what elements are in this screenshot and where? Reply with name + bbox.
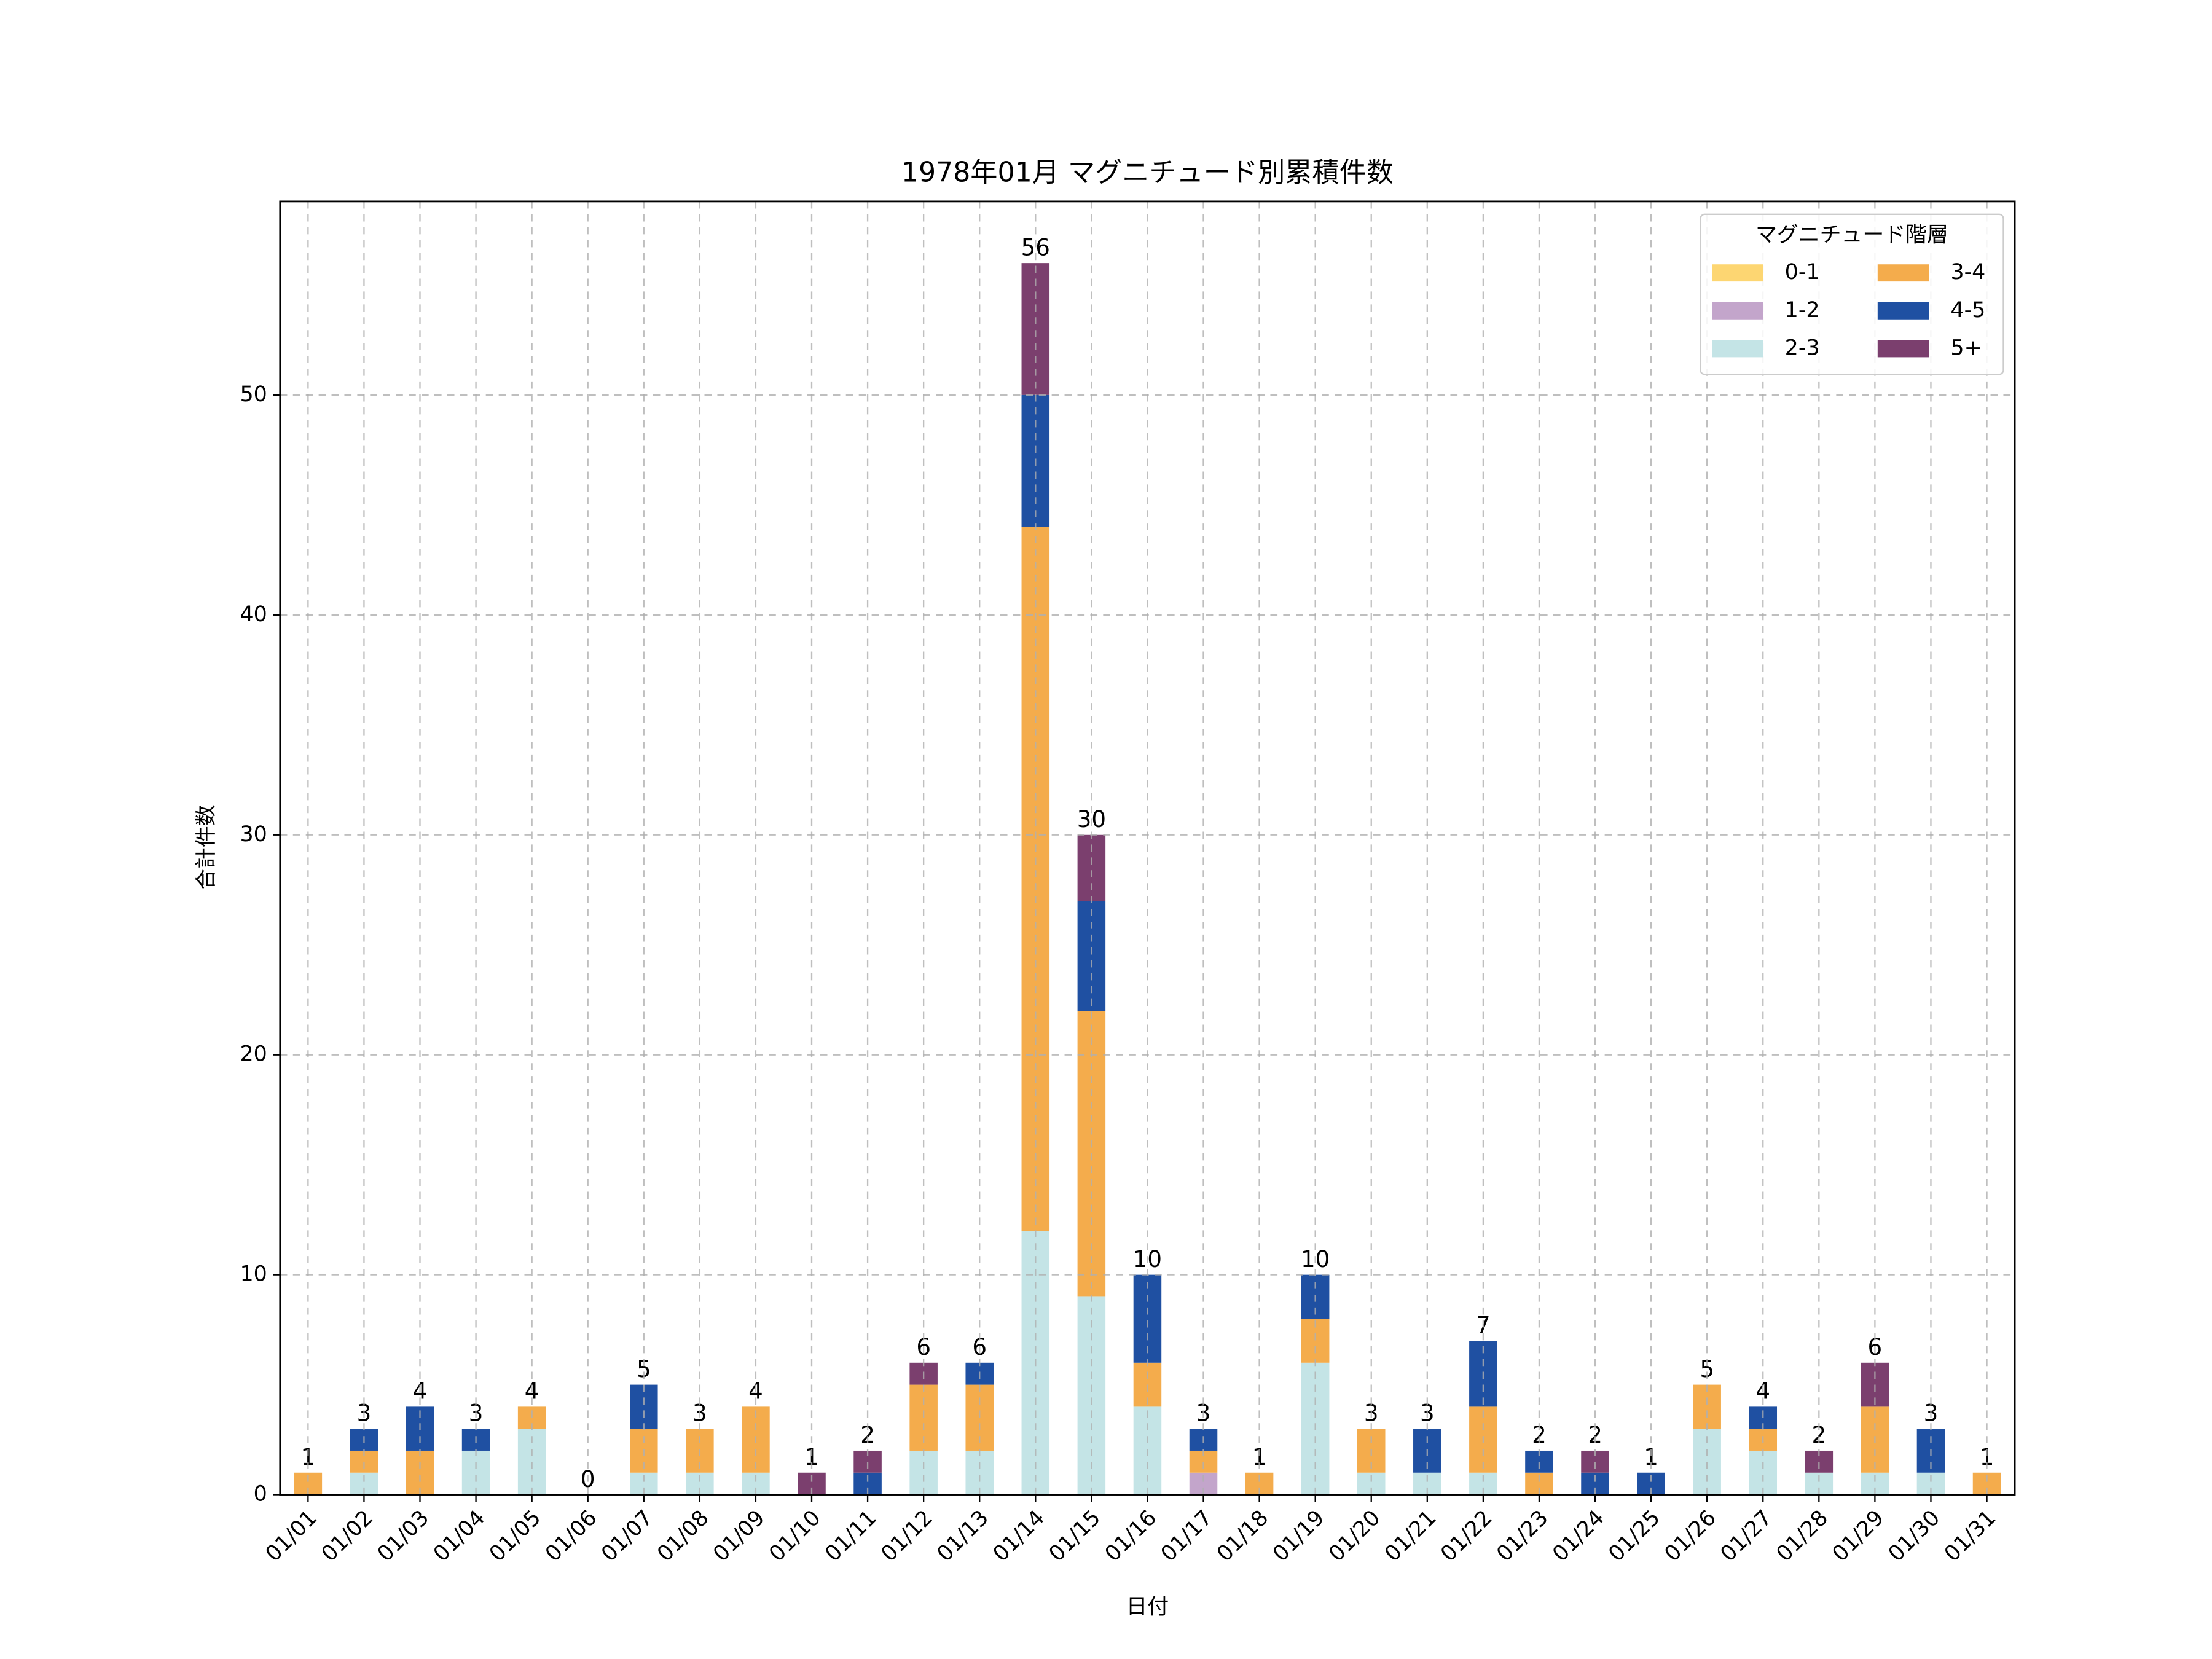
bar-segment: [965, 1450, 994, 1495]
legend-label: 4-5: [1950, 298, 1985, 323]
plot-frame: [279, 200, 2016, 1496]
y-tick-label: 20: [240, 1042, 267, 1067]
x-tick-label: 01/21: [1380, 1505, 1441, 1566]
legend-swatch: [1877, 302, 1929, 320]
chart-title: 1978年01月 マグニチュード別累積件数: [901, 157, 1394, 189]
legend-swatch: [1712, 302, 1763, 320]
x-tick-label: 01/10: [764, 1505, 825, 1566]
x-tick-label: 01/25: [1604, 1505, 1665, 1566]
total-label: 1: [1644, 1443, 1658, 1470]
x-tick-label: 01/11: [820, 1505, 881, 1566]
legend-label: 0-1: [1785, 260, 1820, 284]
x-axis-label: 日付: [1126, 1594, 1169, 1619]
legend-swatch: [1877, 264, 1929, 282]
x-tick-label: 01/16: [1100, 1505, 1161, 1566]
bar-segment: [461, 1450, 490, 1495]
x-tick-label: 01/27: [1716, 1505, 1777, 1566]
x-tick-label: 01/30: [1884, 1505, 1945, 1566]
total-label: 2: [860, 1421, 875, 1448]
x-tick-label: 01/29: [1828, 1505, 1889, 1566]
x-tick-label: 01/06: [541, 1505, 602, 1566]
bar-segment: [1077, 1296, 1106, 1495]
total-label: 1: [804, 1443, 819, 1470]
bar-segment: [1077, 901, 1106, 1011]
x-tick-label: 01/23: [1492, 1505, 1553, 1566]
total-label: 2: [1811, 1421, 1826, 1448]
total-label: 1: [1980, 1443, 1994, 1470]
bar-segment: [406, 1450, 434, 1495]
y-tick-label: 40: [240, 602, 267, 627]
bar-segment: [630, 1384, 658, 1429]
x-tick-label: 01/17: [1156, 1505, 1217, 1566]
bar-segment: [909, 1450, 938, 1495]
y-tick-label: 10: [240, 1262, 267, 1287]
legend-label: 2-3: [1785, 335, 1820, 360]
legend-label: 1-2: [1785, 298, 1820, 323]
legend-swatch: [1712, 340, 1763, 358]
x-tick-label: 01/07: [597, 1505, 657, 1566]
x-tick-label: 01/12: [877, 1505, 938, 1566]
bar-segment: [1693, 1384, 1721, 1429]
x-tick-label: 01/15: [1045, 1505, 1105, 1566]
total-label: 1: [1252, 1443, 1267, 1470]
bar-segment: [1749, 1450, 1778, 1495]
y-tick-label: 50: [240, 382, 267, 407]
x-tick-label: 01/14: [989, 1505, 1049, 1566]
x-tick-label: 01/02: [317, 1505, 378, 1566]
legend-swatch: [1712, 264, 1763, 282]
x-tick-label: 01/13: [933, 1505, 994, 1566]
x-tick-label: 01/20: [1324, 1505, 1385, 1566]
x-tick-label: 01/08: [653, 1505, 713, 1566]
x-tick-label: 01/28: [1772, 1505, 1833, 1566]
x-tick-label: 01/31: [1940, 1505, 2001, 1566]
legend-label: 5+: [1950, 335, 1982, 360]
x-tick-label: 01/26: [1660, 1505, 1721, 1566]
x-tick-label: 01/22: [1436, 1505, 1497, 1566]
x-tick-label: 01/09: [708, 1505, 769, 1566]
x-tick-label: 01/05: [485, 1505, 546, 1566]
y-tick-label: 30: [240, 822, 267, 847]
x-tick-label: 01/03: [373, 1505, 434, 1566]
legend-swatch: [1877, 340, 1929, 358]
total-label: 5: [1700, 1355, 1714, 1382]
x-tick-label: 01/18: [1212, 1505, 1273, 1566]
legend-box: [1700, 213, 2004, 375]
total-label: 2: [1588, 1421, 1602, 1448]
x-tick-label: 01/01: [261, 1505, 322, 1566]
legend-title: マグニチュード階層: [1755, 223, 1948, 248]
x-tick-label: 01/19: [1268, 1505, 1329, 1566]
total-label: 2: [1532, 1421, 1547, 1448]
y-tick-label: 0: [254, 1482, 267, 1507]
total-label: 5: [637, 1355, 651, 1382]
x-tick-label: 01/04: [429, 1505, 490, 1566]
total-label: 1: [301, 1443, 316, 1470]
y-axis-label: 合計件数: [194, 804, 219, 890]
legend-label: 3-4: [1950, 260, 1985, 284]
x-tick-label: 01/24: [1548, 1505, 1609, 1566]
